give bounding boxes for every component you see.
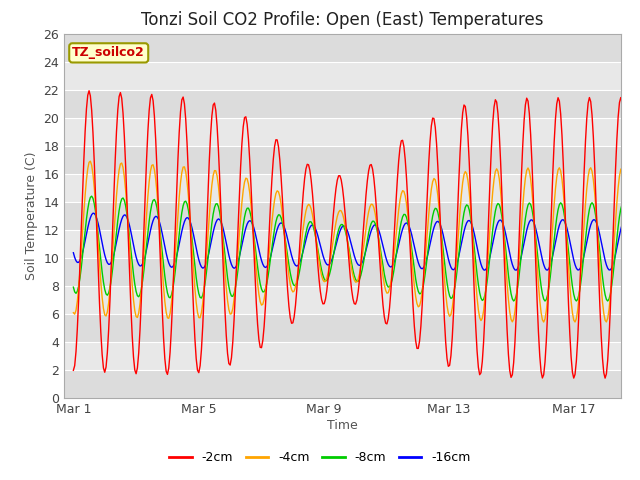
Bar [64, 230, 621, 258]
Bar [64, 286, 621, 314]
Title: Tonzi Soil CO2 Profile: Open (East) Temperatures: Tonzi Soil CO2 Profile: Open (East) Temp… [141, 11, 543, 29]
Bar [64, 146, 621, 174]
Bar [64, 34, 621, 61]
Bar [64, 258, 621, 286]
X-axis label: Time: Time [327, 419, 358, 432]
Bar [64, 314, 621, 342]
Y-axis label: Soil Temperature (C): Soil Temperature (C) [25, 152, 38, 280]
Bar [64, 371, 621, 398]
Bar [64, 174, 621, 202]
Text: TZ_soilco2: TZ_soilco2 [72, 47, 145, 60]
Bar [64, 342, 621, 371]
Bar [64, 202, 621, 230]
Bar [64, 118, 621, 146]
Legend: -2cm, -4cm, -8cm, -16cm: -2cm, -4cm, -8cm, -16cm [164, 446, 476, 469]
Bar [64, 90, 621, 118]
Bar [64, 61, 621, 90]
